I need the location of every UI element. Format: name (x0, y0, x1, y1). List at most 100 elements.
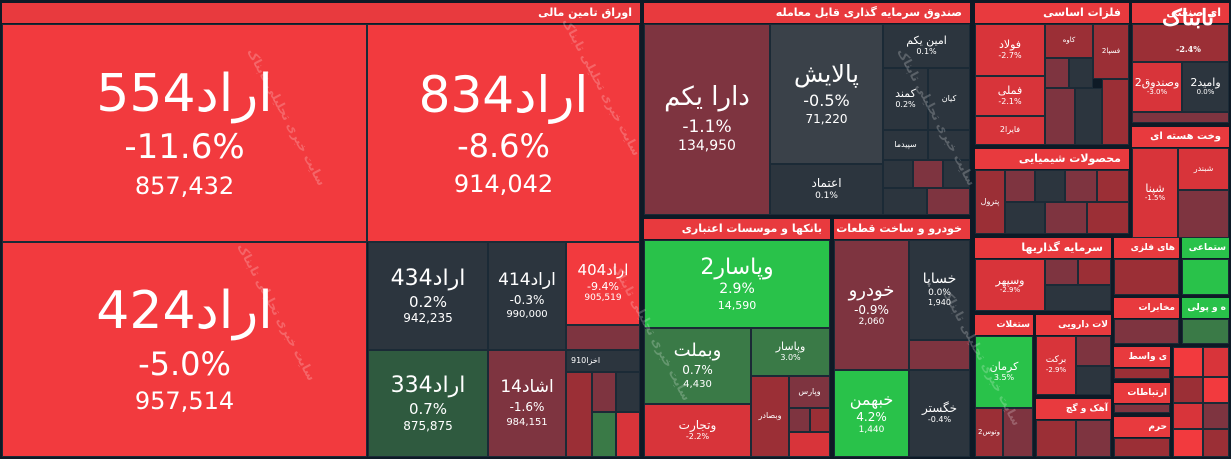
sector-title-industrial[interactable]: ای صنعتی (1132, 3, 1229, 23)
tile-fameli[interactable]: فملی -2.1% (975, 76, 1045, 116)
sector-title-chemical[interactable]: محصولات شیمیایی (975, 149, 1129, 169)
tile-small[interactable] (1045, 202, 1087, 234)
tile-khbahman[interactable]: خبهمن 4.2% 1,440 (834, 370, 909, 457)
sector-title-social[interactable]: ستماعی (1182, 238, 1229, 258)
tile-small[interactable] (1173, 347, 1203, 377)
tile-small[interactable] (1045, 88, 1075, 145)
tile-small[interactable] (1045, 259, 1078, 285)
tile-small[interactable] (789, 408, 810, 432)
tile-small[interactable] (1076, 336, 1111, 366)
tile-small[interactable] (1076, 366, 1111, 395)
tile-small[interactable] (616, 372, 640, 412)
tile-small[interactable] (1114, 259, 1179, 295)
tile-arad424[interactable]: اراد424 -5.0% 957,514 (2, 242, 367, 457)
tile-small[interactable] (1182, 259, 1229, 295)
tile-sepidma[interactable]: سپیدما (883, 130, 928, 160)
tile-small[interactable] (1087, 202, 1129, 234)
sector-title-haram[interactable]: حرم (1114, 417, 1170, 437)
tile-small[interactable] (1069, 58, 1093, 88)
sector-title-auto[interactable]: خودرو و ساخت قطعات (834, 219, 970, 239)
tile-arad834[interactable]: اراد834 -8.6% 914,042 (367, 24, 640, 242)
tile-small[interactable] (1178, 190, 1229, 238)
tile-small[interactable] (1114, 438, 1170, 457)
tile-small[interactable] (1045, 285, 1111, 311)
tile-sandoq2[interactable]: وصندوق2 -3.0% (1132, 62, 1182, 112)
tile-vpasar2[interactable]: وپاسار2 2.9% 14,590 (644, 240, 830, 328)
tile-kamand[interactable]: کمند 0.2% (883, 68, 928, 130)
tile-small[interactable] (1203, 347, 1229, 377)
tile-vtejarat[interactable]: وتجارت -2.2% (644, 404, 751, 457)
tile-small[interactable] (616, 412, 640, 457)
tile-small[interactable] (1065, 170, 1097, 202)
tile-small[interactable] (1097, 170, 1129, 202)
tile-arad404[interactable]: اراد404 -9.4% 905,519 (566, 242, 640, 325)
tile-vpars[interactable]: وپارس (789, 376, 830, 408)
tile-small[interactable] (1173, 377, 1203, 403)
tile-small[interactable] (1203, 429, 1229, 457)
tile-small[interactable] (1035, 170, 1065, 202)
tile-small[interactable] (566, 372, 592, 457)
tile-small[interactable] (1076, 420, 1111, 457)
sector-title-banks[interactable]: بانکها و موسسات اعتباری (644, 219, 830, 239)
tile-small[interactable] (1132, 112, 1229, 123)
sector-title-nuclear[interactable]: وخت هسته ای (1132, 127, 1229, 147)
tile-small[interactable] (1045, 58, 1069, 88)
sector-title-investment[interactable]: سرمایه گذاریها (975, 238, 1111, 258)
tile-kian[interactable]: کیان (928, 68, 970, 130)
tile-arad434[interactable]: اراد434 0.2% 942,235 (368, 242, 488, 350)
sector-title-polymer[interactable]: ه و پولی (1182, 298, 1229, 318)
tile-small[interactable] (927, 188, 970, 215)
tile-small[interactable] (1114, 404, 1170, 413)
tile-fayra2[interactable]: فایرا2 (975, 116, 1045, 145)
tile-kaveh[interactable]: کاوه (1045, 24, 1093, 58)
tile-ekhza910[interactable]: اخزا910 (566, 350, 640, 372)
sector-title-telecom[interactable]: مخابرات (1114, 298, 1179, 318)
tile-khsapa[interactable]: خساپا 0.0% 1,940 (909, 240, 970, 340)
sector-title-cement[interactable]: ستغلات (975, 315, 1033, 335)
tile-small[interactable] (1182, 319, 1229, 344)
tile-darayekom[interactable]: دارا یکم -1.1% 134,950 (644, 24, 770, 215)
tile-small[interactable] (810, 408, 830, 432)
sector-title-metal-products[interactable]: های فلزی (1114, 238, 1179, 258)
tile-small[interactable] (1102, 79, 1129, 145)
sector-title-bonds[interactable]: اوراق تامین مالی (2, 3, 640, 23)
tile-arad414[interactable]: اراد414 -0.3% 990,000 (488, 242, 566, 350)
sector-title-funds[interactable]: صندوق سرمایه گذاری قابل معامله (644, 3, 970, 23)
tile-vpasar[interactable]: وپاسار 3.0% (751, 328, 830, 376)
tile-arad554[interactable]: اراد554 -11.6% 857,432 (2, 24, 367, 242)
sector-title-ertebatat[interactable]: ارتباطات (1114, 383, 1170, 403)
tile-aminyekom[interactable]: امین یکم 0.1% (883, 24, 970, 68)
tile-eshad14[interactable]: اشاد14 -1.6% 984,151 (488, 350, 566, 457)
tile-small[interactable] (1203, 377, 1229, 403)
tile-etemad[interactable]: اعتماد 0.1% (770, 164, 883, 215)
tile-fesepahan2[interactable]: فسپا2 (1093, 24, 1129, 79)
tile-small[interactable] (1203, 403, 1229, 429)
tile-shabandar[interactable]: شبندر (1178, 148, 1229, 190)
tile-small[interactable] (913, 160, 943, 188)
tile-small[interactable] (1114, 319, 1179, 344)
tile-small[interactable] (1003, 408, 1033, 457)
sector-title-ahak[interactable]: آهک و گچ (1036, 399, 1111, 419)
tile-small[interactable] (1173, 429, 1203, 457)
tile-small[interactable] (566, 325, 640, 350)
tile-small[interactable] (943, 160, 970, 188)
tile-small[interactable] (883, 188, 927, 215)
tile-barkat[interactable]: برکت -2.9% (1036, 336, 1076, 395)
tile-small[interactable] (789, 432, 830, 457)
tile-small[interactable] (1132, 24, 1229, 62)
tile-small[interactable] (1173, 403, 1203, 429)
tile-small[interactable] (592, 412, 616, 457)
tile-shepna[interactable]: شپنا -1.5% (1132, 148, 1178, 238)
sector-title-wasat[interactable]: ی واسط (1114, 347, 1170, 367)
tile-arad334[interactable]: اراد334 0.7% 875,875 (368, 350, 488, 457)
tile-kerman[interactable]: کرمان 3.5% (975, 336, 1033, 408)
tile-vsadr[interactable]: وبصادر (751, 376, 789, 457)
tile-vbmellat[interactable]: وبملت 0.7% 4,430 (644, 328, 751, 404)
tile-vamid2[interactable]: وامید2 0.0% (1182, 62, 1229, 112)
tile-vsepahr[interactable]: وسپهر -2.9% (975, 259, 1045, 311)
tile-small[interactable] (1114, 368, 1170, 379)
sector-title-pharma[interactable]: لات دارویی (1036, 315, 1111, 335)
tile-small[interactable] (592, 372, 616, 412)
tile-palayesh[interactable]: پالایش -0.5% 71,220 (770, 24, 883, 164)
tile-small[interactable] (1005, 202, 1045, 234)
